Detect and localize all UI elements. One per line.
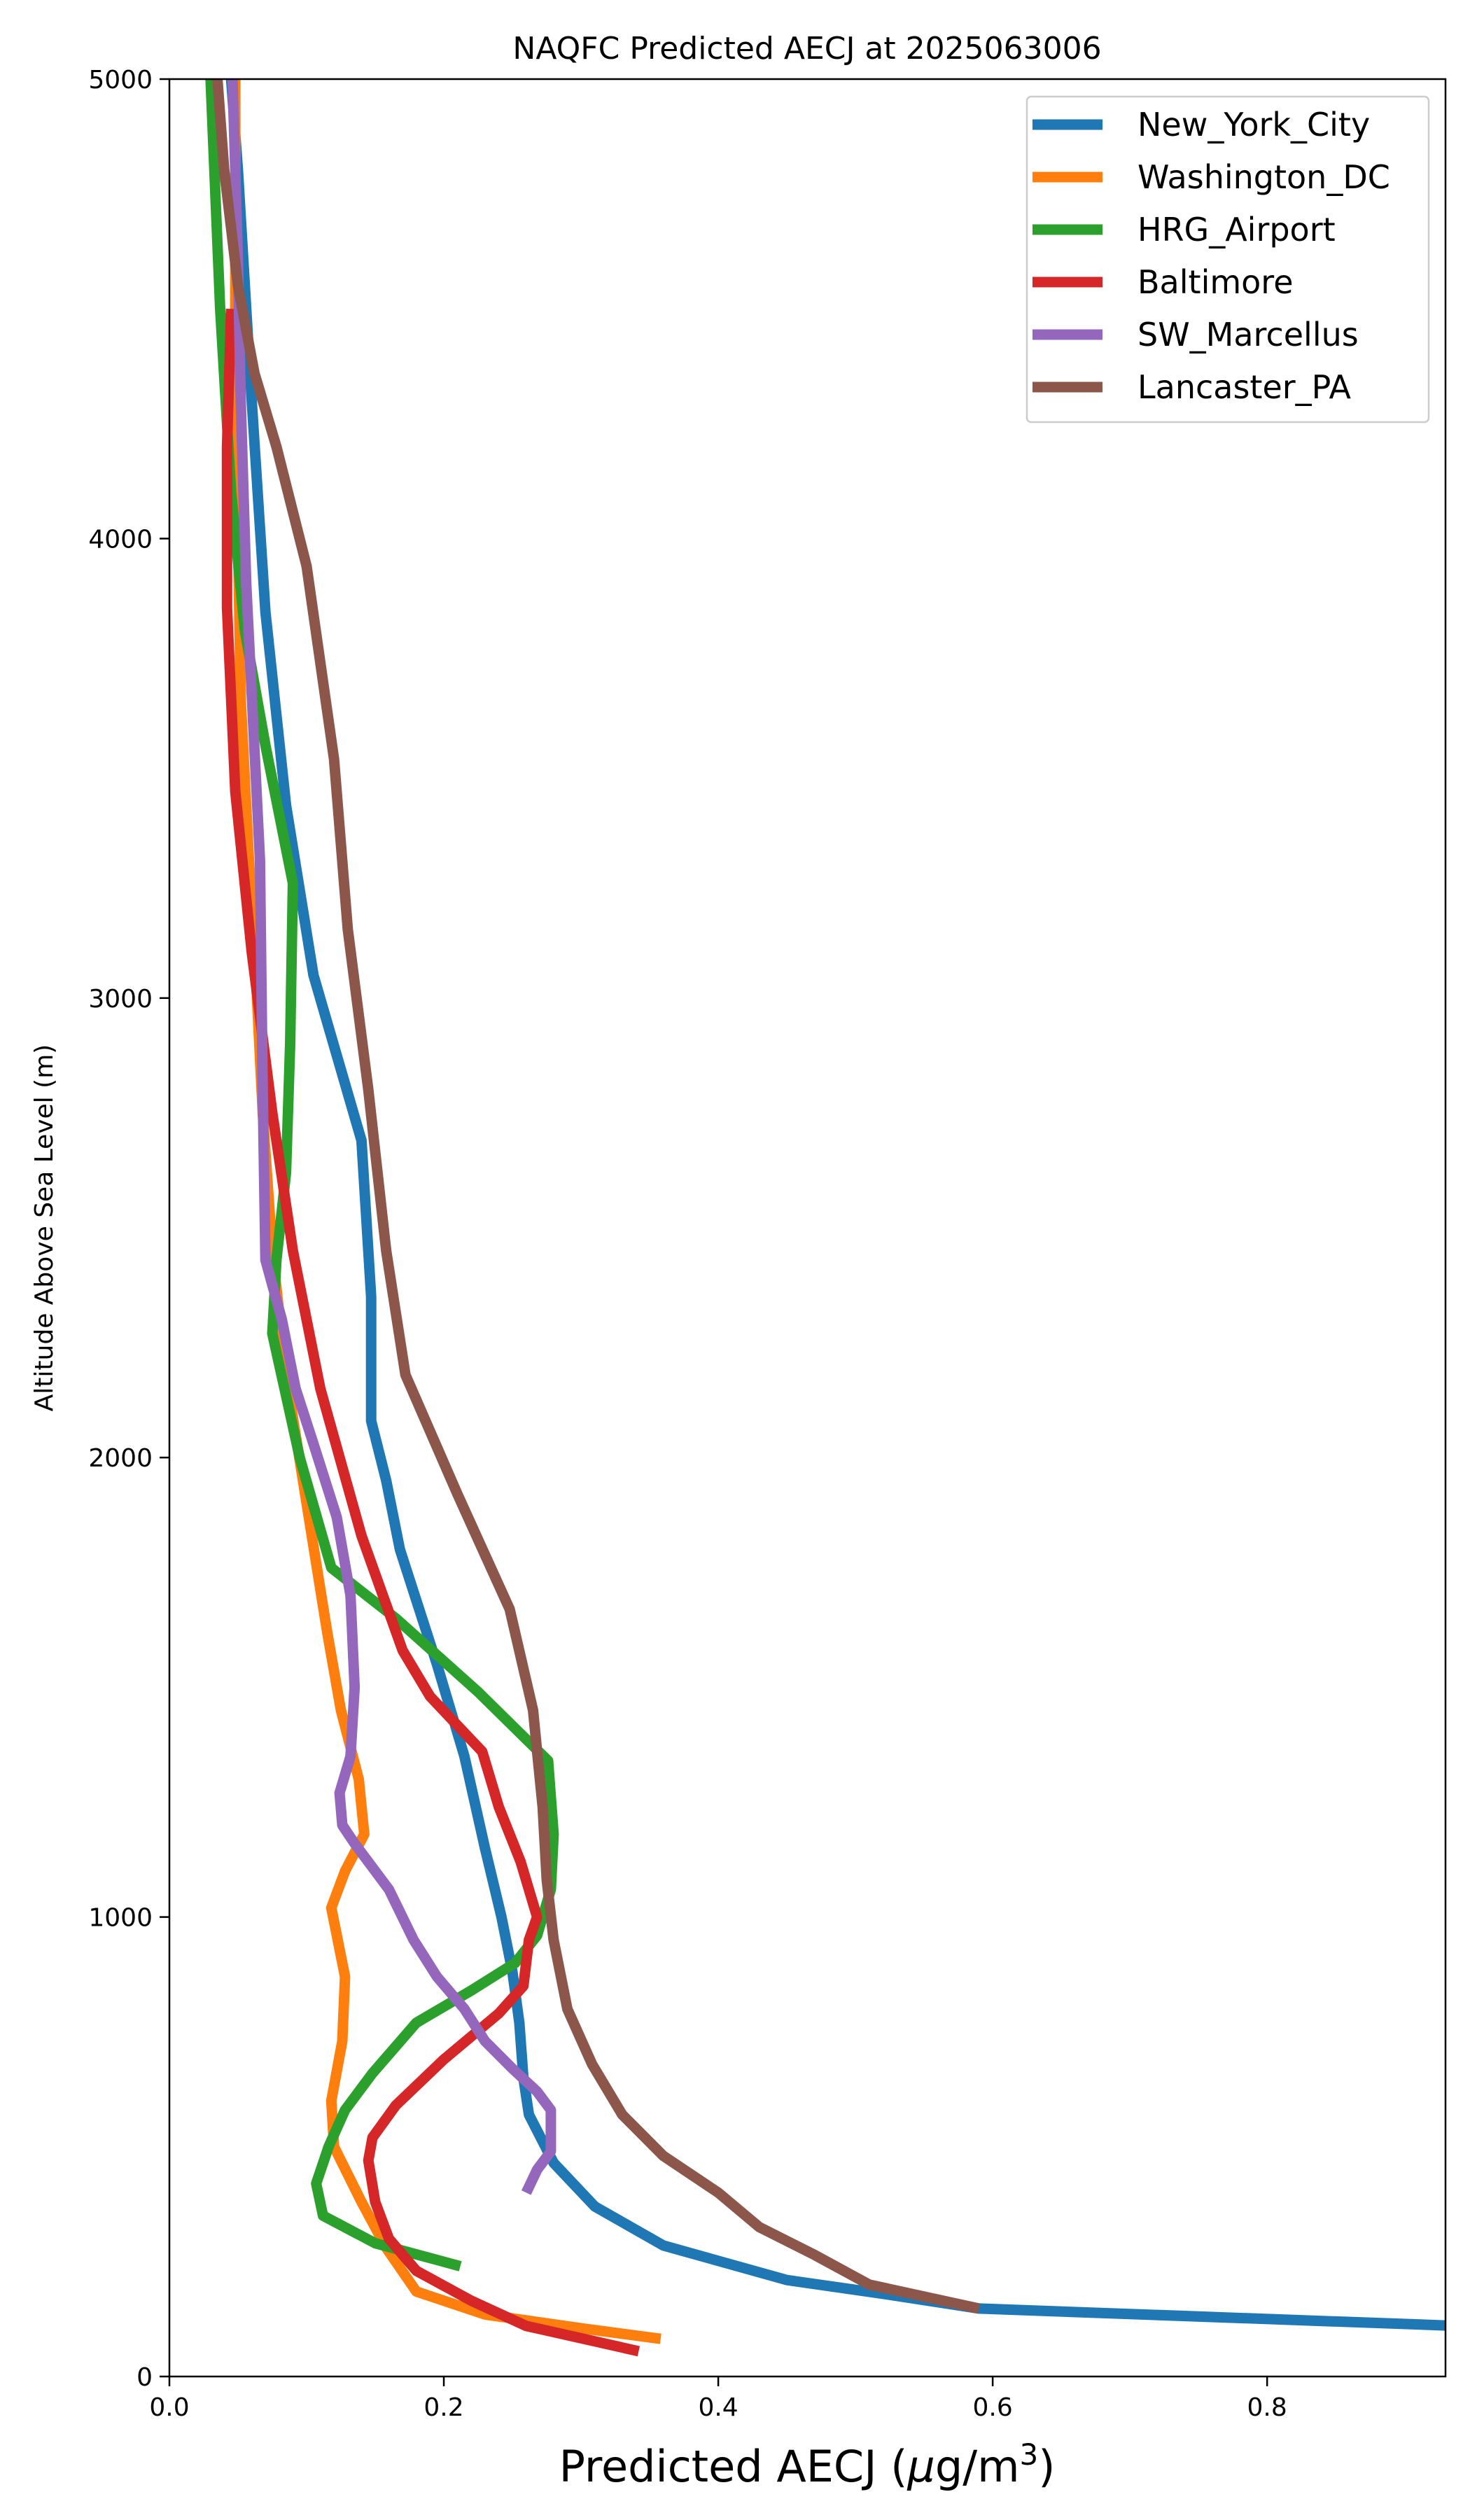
- legend-box: [1026, 95, 1430, 424]
- y-axis-label: Altitude Above Sea Level (m): [30, 1044, 59, 1412]
- x-axis-label-mu: μ: [906, 2441, 934, 2492]
- legend-label: Washington_DC: [1138, 158, 1390, 196]
- x-tick-label: 0.0: [149, 2393, 189, 2422]
- y-tick-label: 2000: [88, 1444, 153, 1473]
- series-line-hrg-airport: [205, 79, 559, 2272]
- y-axis-ticks: 0 1000 2000 3000 4000 5000: [88, 66, 169, 2392]
- series-line-lancaster-pa: [212, 79, 981, 2314]
- series-layer: [205, 79, 1446, 2357]
- x-axis-ticks: 0.0 0.2 0.4 0.6 0.8: [149, 2376, 1287, 2422]
- x-tick-label: 0.4: [698, 2393, 738, 2422]
- x-tick-label: 0.6: [972, 2393, 1012, 2422]
- plot-frame: [168, 78, 1447, 2378]
- y-tick-label: 5000: [88, 66, 153, 94]
- series-line-sw-marcellus: [227, 79, 556, 2195]
- x-axis-label-unit: g/m: [935, 2441, 1020, 2492]
- legend-label: HRG_Airport: [1138, 211, 1336, 248]
- x-axis-label: Predicted AECJ (μg/m3): [559, 2437, 1056, 2492]
- x-tick-label: 0.2: [424, 2393, 463, 2422]
- legend-label: Lancaster_PA: [1138, 368, 1351, 406]
- x-axis-label-close: ): [1038, 2441, 1055, 2492]
- legend-label: Baltimore: [1138, 263, 1294, 301]
- chart-title: NAQFC Predicted AECJ at 2025063006: [512, 31, 1101, 66]
- y-tick-label: 4000: [88, 525, 153, 554]
- y-tick-label: 1000: [88, 1904, 153, 1933]
- x-axis-label-main: Predicted AECJ (: [559, 2441, 908, 2492]
- x-tick-label: 0.8: [1247, 2393, 1287, 2422]
- legend-label: New_York_City: [1138, 106, 1370, 144]
- x-axis-label-exponent: 3: [1019, 2437, 1038, 2472]
- legend: New_York_City Washington_DC HRG_Airport Bal…: [1026, 95, 1430, 424]
- legend-label: SW_Marcellus: [1138, 316, 1359, 354]
- legend-items: New_York_City Washington_DC HRG_Airport Bal…: [1032, 106, 1390, 406]
- y-tick-label: 0: [136, 2363, 153, 2392]
- y-tick-label: 3000: [88, 985, 153, 1014]
- series-line-new-york-city: [225, 79, 1446, 2331]
